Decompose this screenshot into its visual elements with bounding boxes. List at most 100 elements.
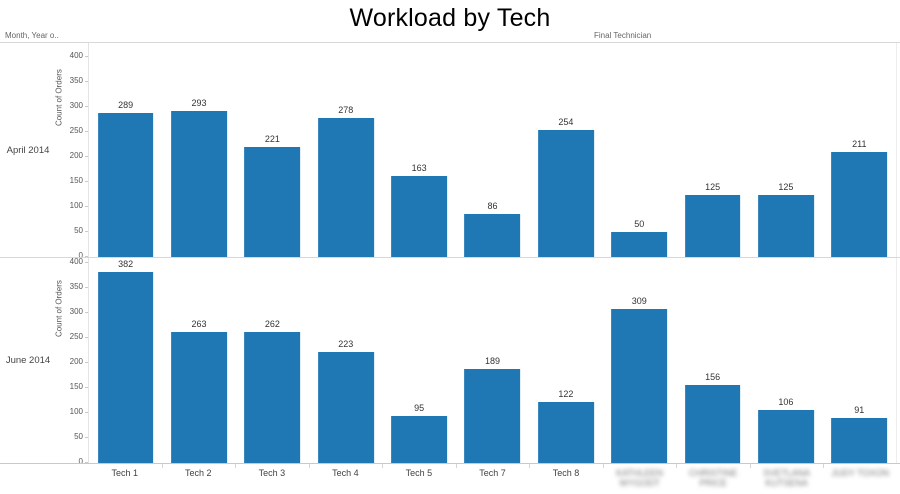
category-label-10[interactable]: SVETLANA KUTSENA xyxy=(763,468,811,488)
bar-column-june-2014-7: 122 xyxy=(529,258,602,463)
bar-value-label: 263 xyxy=(191,318,207,329)
bar-column-april-2014-7: 254 xyxy=(529,43,602,257)
bar[interactable] xyxy=(537,402,594,463)
category-label-11[interactable]: JUDY TOXON xyxy=(831,468,889,478)
bar[interactable] xyxy=(611,308,668,463)
category-label-3[interactable]: Tech 3 xyxy=(258,468,286,478)
y-tick-100: 100 xyxy=(70,201,89,211)
row-label-june-2014[interactable]: June 2014 xyxy=(5,355,51,366)
bar-value-label: 211 xyxy=(852,138,867,149)
bar[interactable] xyxy=(684,385,741,463)
y-axis-april: Count of Orders 0 50 100 150 200 250 300 350 400 xyxy=(55,43,89,260)
bar-column-june-2014-10: 106 xyxy=(749,258,822,463)
y-tick-0: 0 xyxy=(79,251,89,261)
category-axis-tick xyxy=(382,464,384,468)
bar[interactable] xyxy=(244,146,301,257)
y-axis-june: Count of Orders 0 50 100 150 200 250 300 350 400 xyxy=(55,257,89,466)
bar-value-label: 293 xyxy=(191,97,207,108)
bar-value-label: 382 xyxy=(118,259,134,269)
category-axis-tick xyxy=(455,464,457,468)
y-tick-250: 250 xyxy=(70,332,89,342)
bar[interactable] xyxy=(758,194,814,257)
bar-column-june-2014-6: 189 xyxy=(456,258,529,463)
bar-value-label: 86 xyxy=(487,201,498,211)
bar-value-label: 189 xyxy=(484,355,500,366)
category-axis-tick xyxy=(235,464,237,468)
category-axis-tick xyxy=(602,464,604,468)
category-label-9[interactable]: CHRISTINE PRICE xyxy=(688,468,738,488)
bar[interactable] xyxy=(684,194,741,257)
bar[interactable] xyxy=(391,175,447,257)
bar-value-label: 223 xyxy=(338,338,354,349)
y-tick-100: 100 xyxy=(70,407,89,417)
bar[interactable] xyxy=(244,332,301,463)
bar-value-label: 289 xyxy=(118,99,134,110)
category-axis-tick xyxy=(308,464,310,468)
bar[interactable] xyxy=(464,214,521,257)
row-shelf-label[interactable]: Month, Year o.. xyxy=(5,31,59,40)
bar[interactable] xyxy=(391,415,447,463)
category-axis-tick xyxy=(161,464,163,468)
bar-value-label: 254 xyxy=(558,117,574,127)
category-label-1[interactable]: Tech 1 xyxy=(111,468,139,478)
bar[interactable] xyxy=(317,118,374,257)
bar-value-label: 95 xyxy=(414,402,425,413)
y-tick-50: 50 xyxy=(74,226,88,236)
bar-value-label: 309 xyxy=(631,295,647,306)
y-tick-250: 250 xyxy=(70,126,89,136)
column-shelf-label[interactable]: Final Technician xyxy=(594,31,652,40)
panel-april-2014: April 2014 Count of Orders 0 50 100 150 200 2… xyxy=(0,43,900,260)
bar[interactable] xyxy=(831,417,888,463)
bar-column-april-2014-1: 289 xyxy=(89,43,162,257)
category-label-7[interactable]: Tech 8 xyxy=(552,468,580,478)
bar-value-label: 125 xyxy=(705,181,721,192)
category-label-2[interactable]: Tech 2 xyxy=(185,468,212,478)
y-tick-200: 200 xyxy=(70,357,89,367)
bar[interactable] xyxy=(97,112,154,257)
category-label-5[interactable]: Tech 5 xyxy=(405,468,433,478)
chart-title: Workload by Tech xyxy=(349,4,551,32)
row-label-april-2014[interactable]: April 2014 xyxy=(6,144,50,156)
category-axis-tick xyxy=(529,464,531,468)
category-axis-tick xyxy=(676,464,678,468)
bar-value-label: 278 xyxy=(338,105,354,115)
bar[interactable] xyxy=(611,232,668,257)
bar-column-april-2014-5: 163 xyxy=(382,43,455,257)
bar-column-june-2014-8: 309 xyxy=(603,258,676,463)
bar-value-label: 262 xyxy=(264,319,280,329)
y-tick-200: 200 xyxy=(70,151,89,161)
bar-column-april-2014-8: 50 xyxy=(603,43,676,257)
bar[interactable] xyxy=(758,410,814,463)
category-label-4[interactable]: Tech 4 xyxy=(332,468,359,478)
bar-column-june-2014-3: 262 xyxy=(236,258,309,463)
category-label-6[interactable]: Tech 7 xyxy=(479,468,506,478)
bar[interactable] xyxy=(537,130,594,257)
bar-column-april-2014-6: 86 xyxy=(456,43,529,257)
y-tick-300: 300 xyxy=(70,307,89,317)
bar[interactable] xyxy=(464,368,521,463)
bar-value-label: 106 xyxy=(778,397,794,407)
bar-column-april-2014-10: 125 xyxy=(749,43,822,257)
category-axis: Tech 1 Tech 2 Tech 3 Tech 4 Tech 5 Tech 7 Tech… xyxy=(0,463,900,494)
bar-value-label: 125 xyxy=(778,181,794,192)
y-tick-150: 150 xyxy=(70,382,89,392)
category-axis-tick xyxy=(823,464,825,468)
y-tick-50: 50 xyxy=(74,432,88,442)
bar-value-label: 156 xyxy=(705,372,721,382)
category-label-8[interactable]: KATHLEEN WYGODT xyxy=(616,468,663,488)
bar[interactable] xyxy=(831,151,888,257)
y-tick-350: 350 xyxy=(70,282,89,292)
bar[interactable] xyxy=(171,110,227,257)
category-axis-tick xyxy=(749,464,751,468)
bar-value-label: 91 xyxy=(854,404,865,415)
bar-column-april-2014-9: 125 xyxy=(676,43,749,257)
panel-june-2014: June 2014 Count of Orders 0 50 100 150 200 25… xyxy=(0,257,900,466)
bar[interactable] xyxy=(171,331,227,463)
bar-column-june-2014-9: 156 xyxy=(676,258,749,463)
bar-column-april-2014-2: 293 xyxy=(162,43,235,257)
bar[interactable] xyxy=(97,272,154,463)
bar-value-label: 122 xyxy=(558,389,574,399)
y-tick-400: 400 xyxy=(70,257,89,267)
bar[interactable] xyxy=(317,351,374,463)
